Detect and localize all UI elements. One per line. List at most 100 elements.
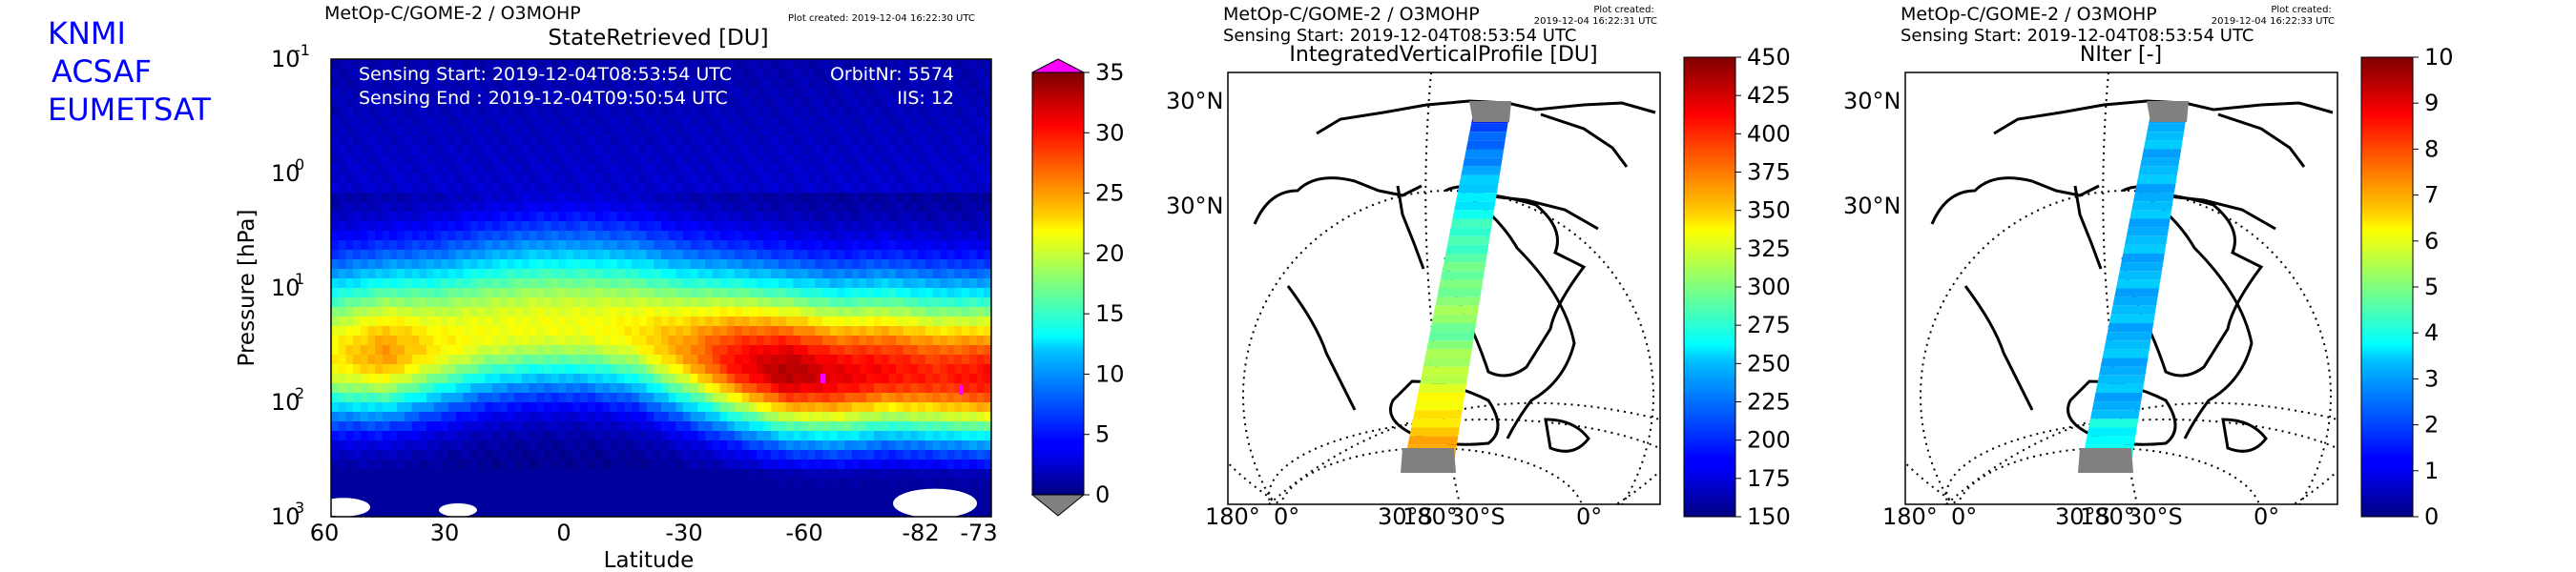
- map-panel-b: MetOp-C/GOME-2 / O3MOHP Sensing Start: 2…: [1166, 4, 1661, 530]
- heatmap-cell: [918, 126, 926, 136]
- heatmap-cell: [749, 78, 758, 89]
- heatmap-cell: [690, 231, 699, 241]
- heatmap-cell: [793, 154, 801, 165]
- heatmap-cell: [616, 183, 626, 194]
- heatmap-cell: [360, 126, 369, 136]
- heatmap-cell: [492, 460, 501, 470]
- heatmap-cell: [580, 469, 589, 480]
- heatmap-cell: [741, 269, 750, 279]
- heatmap-cell: [829, 479, 839, 489]
- heatmap-cell: [800, 164, 809, 174]
- heatmap-cell: [616, 412, 626, 422]
- heatmap-cell: [896, 488, 904, 499]
- heatmap-cell: [331, 460, 340, 470]
- heatmap-cell: [896, 212, 904, 222]
- heatmap-cell: [654, 250, 662, 260]
- heatmap-cell: [551, 78, 559, 89]
- heatmap-cell: [734, 374, 743, 384]
- heatmap-cell: [859, 221, 867, 232]
- heatmap-cell: [800, 479, 809, 489]
- heatmap-cell: [800, 202, 809, 213]
- heatmap-cell: [331, 269, 340, 279]
- heatmap-cell: [485, 355, 493, 365]
- map-b-lon-label: 30°S: [1450, 503, 1506, 530]
- heatmap-cell: [690, 383, 699, 394]
- heatmap-cell: [543, 107, 552, 117]
- heatmap-cell: [873, 97, 883, 108]
- heatmap-cell: [558, 440, 567, 451]
- heatmap-cell: [741, 498, 750, 508]
- heatmap-cell: [962, 78, 970, 89]
- heatmap-cell: [815, 78, 823, 89]
- heatmap-cell: [946, 78, 956, 89]
- heatmap-cell: [389, 326, 398, 337]
- heatmap-cell: [588, 174, 596, 184]
- heatmap-cell: [881, 221, 889, 232]
- heatmap-cell: [719, 278, 728, 289]
- heatmap-cell: [441, 259, 449, 270]
- heatmap-cell: [940, 450, 948, 460]
- heatmap-cell: [426, 498, 435, 508]
- heatmap-cell: [455, 355, 464, 365]
- heatmap-cell: [572, 383, 582, 394]
- heatmap-cell: [873, 59, 883, 70]
- heatmap-cell: [924, 431, 934, 441]
- heatmap-cell: [397, 126, 405, 136]
- heatmap-cell: [543, 278, 552, 289]
- heatmap-cell: [632, 440, 640, 451]
- map-c-lon-label: 180°: [2080, 503, 2135, 530]
- heatmap-cell: [507, 269, 515, 279]
- heatmap-cell: [976, 212, 985, 222]
- swath-segment: [2106, 332, 2152, 341]
- heatmap-cell: [477, 69, 487, 79]
- heatmap-cell: [976, 364, 985, 375]
- heatmap-cell: [984, 374, 991, 384]
- heatmap-cell: [514, 374, 523, 384]
- heatmap-cell: [690, 374, 699, 384]
- y-tick-label: 10-1: [271, 41, 310, 72]
- heatmap-cell: [896, 440, 904, 451]
- heatmap-cell: [499, 364, 509, 375]
- heatmap-cell: [771, 450, 779, 460]
- heatmap-cell: [946, 460, 956, 470]
- heatmap-cell: [353, 307, 362, 317]
- heatmap-cell: [448, 479, 457, 489]
- heatmap-cell: [719, 135, 728, 146]
- heatmap-cell: [485, 259, 493, 270]
- heatmap-cell: [771, 345, 779, 356]
- heatmap-cell: [382, 193, 391, 203]
- heatmap-cell: [800, 250, 809, 260]
- heatmap-cell: [719, 488, 728, 499]
- heatmap-cell: [389, 317, 398, 327]
- heatmap-cell: [455, 78, 464, 89]
- heatmap-cell: [771, 59, 779, 70]
- heatmap-cell: [756, 336, 765, 346]
- heatmap-cell: [675, 97, 684, 108]
- heatmap-cell: [771, 69, 779, 79]
- heatmap-cell: [675, 469, 684, 480]
- heatmap-cell: [940, 59, 948, 70]
- heatmap-cell: [404, 460, 413, 470]
- heatmap-cell: [448, 326, 457, 337]
- heatmap-cell: [411, 326, 420, 337]
- heatmap-cell: [822, 402, 831, 413]
- heatmap-cell: [367, 402, 376, 413]
- heatmap-cell: [507, 202, 515, 213]
- heatmap-cell: [756, 278, 765, 289]
- heatmap-cell: [536, 193, 545, 203]
- heatmap-cell: [463, 297, 471, 308]
- heatmap-cell: [888, 297, 897, 308]
- heatmap-cell: [477, 116, 487, 127]
- heatmap-cell: [646, 336, 654, 346]
- heatmap-cell: [610, 59, 618, 70]
- heatmap-cell: [594, 269, 604, 279]
- heatmap-cell: [807, 488, 817, 499]
- heatmap-cell: [389, 402, 398, 413]
- heatmap-cell: [529, 450, 537, 460]
- heatmap-cell: [940, 355, 948, 365]
- heatmap-cell: [793, 69, 801, 79]
- heatmap-cell: [683, 297, 692, 308]
- heatmap-cell: [404, 479, 413, 489]
- heatmap-cell: [624, 174, 633, 184]
